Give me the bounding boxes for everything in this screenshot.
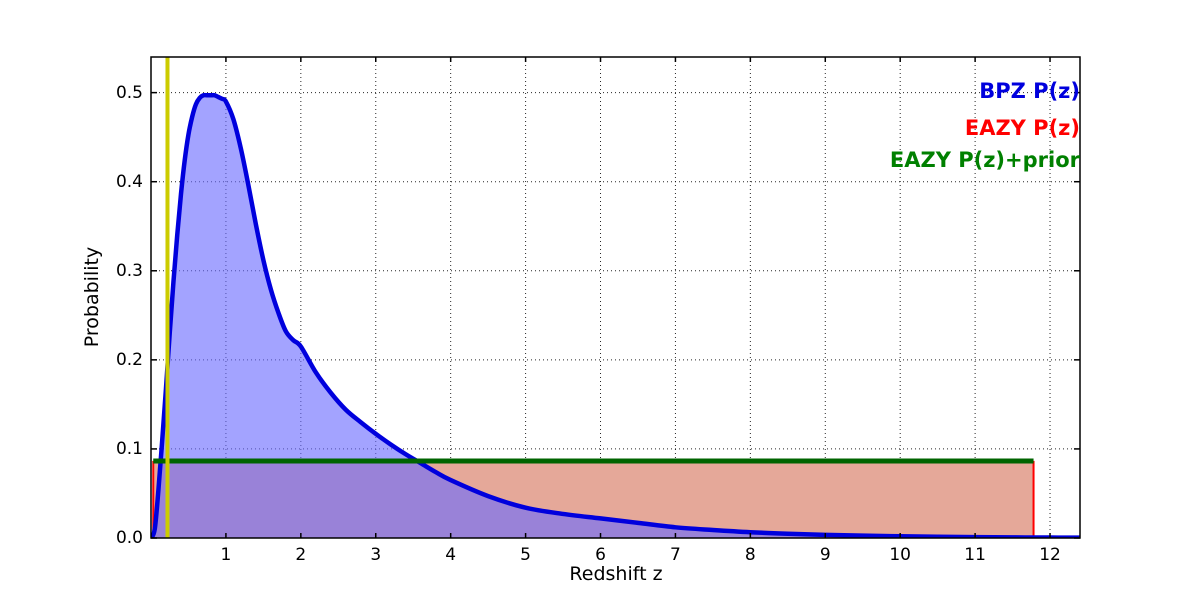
y-tick-label: 0.0	[115, 528, 143, 548]
legend-item-eazy-prior: EAZY P(z)+prior	[889, 148, 1080, 172]
x-tick-label: 3	[370, 545, 382, 565]
legend-item-eazy: EAZY P(z)	[964, 116, 1080, 140]
x-tick-label: 5	[520, 545, 532, 565]
bpz-pz-area	[151, 95, 1080, 538]
y-tick-label: 0.2	[115, 349, 143, 370]
x-gridlines	[225, 57, 1051, 538]
x-tick-label: 12	[1039, 545, 1061, 565]
axes-frame	[150, 56, 1081, 539]
y-tick-label: 0.4	[115, 171, 143, 192]
y-tick-marks	[151, 91, 1080, 539]
x-tick-label: 1	[220, 545, 232, 565]
x-tick-label: 2	[295, 545, 307, 565]
y-axis-label: Probability	[81, 246, 103, 348]
x-tick-label: 10	[889, 545, 912, 565]
x-tick-label: 9	[819, 545, 831, 565]
y-tick-label: 0.3	[115, 260, 143, 281]
legend-item-bpz: BPZ P(z)	[979, 79, 1080, 103]
x-tick-label: 6	[595, 545, 606, 565]
x-tick-marks	[225, 57, 1051, 538]
x-tick-label: 11	[964, 545, 986, 565]
x-tick-label: 8	[744, 545, 756, 565]
y-tick-label: 0.1	[115, 438, 143, 459]
x-tick-label: 7	[670, 545, 681, 565]
bpz-pz-curve	[151, 92, 1080, 538]
x-tick-label: 4	[445, 545, 457, 565]
y-tick-label: 0.5	[115, 82, 143, 103]
x-axis-label: Redshift z	[569, 563, 663, 585]
